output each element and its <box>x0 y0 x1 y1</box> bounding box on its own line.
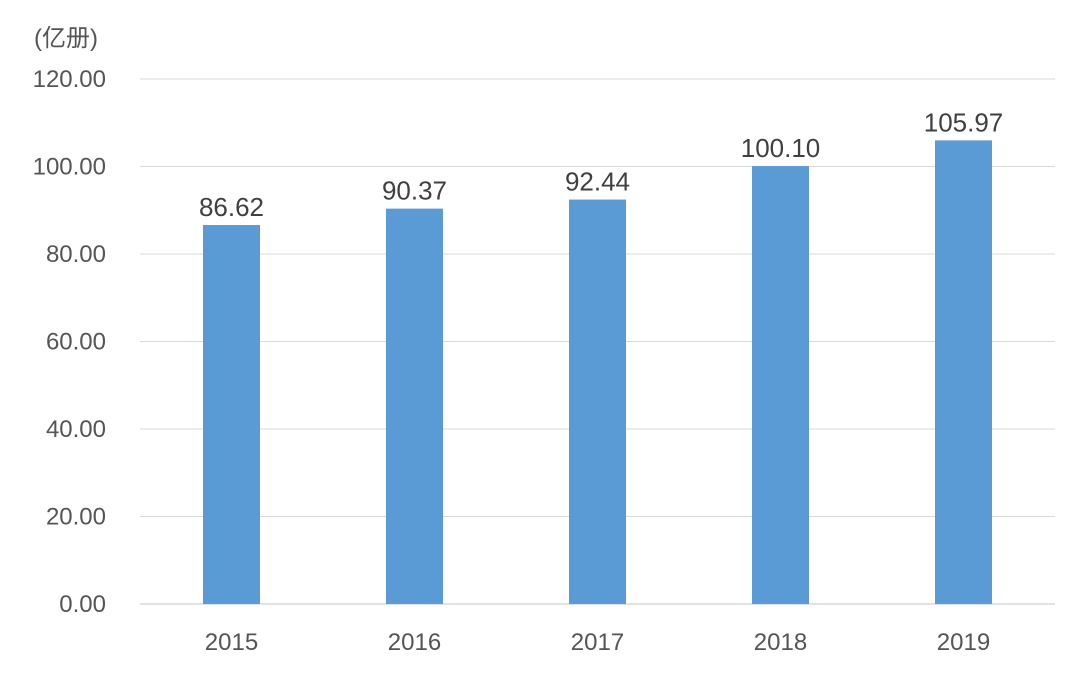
data-label-2018: 100.10 <box>741 133 821 163</box>
data-label-2016: 90.37 <box>382 176 447 206</box>
y-axis-ticks: 0.00 20.00 40.00 60.00 80.00 100.00 120.00 <box>33 66 106 618</box>
bar-2018 <box>752 166 809 604</box>
x-tick-label-2019: 2019 <box>937 629 990 656</box>
y-axis-unit-label: (亿册) <box>34 25 98 52</box>
y-tick-label: 100.00 <box>33 154 106 181</box>
bar-2019 <box>935 140 992 604</box>
bar-2017 <box>569 199 626 604</box>
x-tick-label-2016: 2016 <box>388 629 441 656</box>
bar-2015 <box>203 225 260 604</box>
y-tick-label: 60.00 <box>46 329 106 356</box>
y-tick-label: 0.00 <box>59 591 106 618</box>
data-label-2015: 86.62 <box>199 192 264 222</box>
y-tick-label: 120.00 <box>33 66 106 93</box>
x-axis-ticks: 2015 2016 2017 2018 2019 <box>205 629 990 656</box>
bar-series <box>203 140 992 604</box>
y-tick-label: 40.00 <box>46 416 106 443</box>
y-tick-label: 20.00 <box>46 504 106 531</box>
x-tick-label-2015: 2015 <box>205 629 258 656</box>
bar-2016 <box>386 208 443 604</box>
data-labels: 86.62 90.37 92.44 100.10 105.97 <box>199 107 1003 222</box>
x-tick-label-2017: 2017 <box>571 629 624 656</box>
x-tick-label-2018: 2018 <box>754 629 807 656</box>
y-tick-label: 80.00 <box>46 241 106 268</box>
data-label-2019: 105.97 <box>924 107 1004 137</box>
data-label-2017: 92.44 <box>565 167 630 197</box>
